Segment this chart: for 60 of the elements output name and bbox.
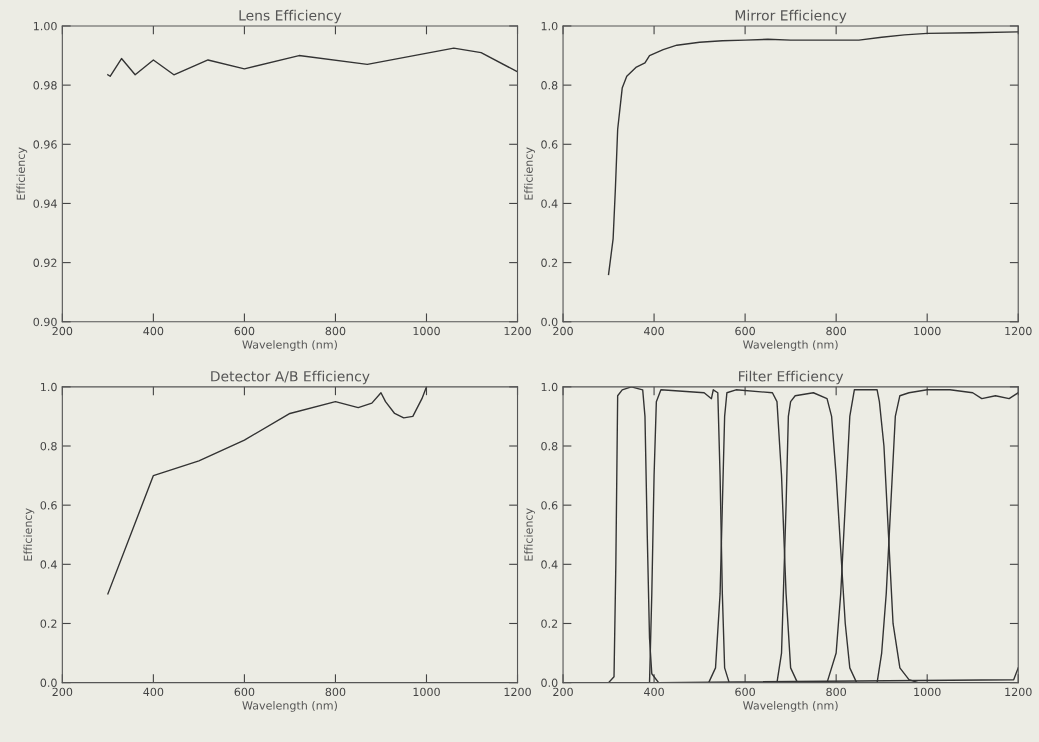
x-tick-label: 1200 (504, 687, 531, 697)
x-axis-title: Wavelength (nm) (743, 340, 838, 351)
y-tick-label: 0.8 (40, 441, 57, 451)
y-tick-label: 0.2 (541, 619, 558, 628)
x-tick-label: 400 (143, 326, 164, 336)
y-tick-label: 0.90 (33, 317, 57, 327)
y-tick-label: 0.4 (541, 560, 558, 569)
x-tick-label: 200 (553, 687, 573, 697)
y-tick-label: 0.6 (40, 501, 57, 510)
x-tick-label: 200 (52, 687, 73, 697)
y-tick-label: 0.6 (541, 140, 558, 149)
y-tick-label: 1.0 (541, 21, 558, 31)
x-tick-label: 600 (735, 687, 755, 697)
x-tick-label: 600 (234, 326, 255, 336)
chart-title: Mirror Efficiency (735, 9, 847, 24)
x-tick-label: 1000 (914, 326, 941, 336)
y-tick-label: 0.96 (33, 140, 57, 149)
y-tick-label: 1.00 (33, 21, 57, 31)
y-tick-label: 0.2 (541, 258, 558, 267)
x-tick-label: 600 (735, 326, 755, 336)
chart-title: Lens Efficiency (239, 9, 342, 24)
x-tick-label: 1200 (1005, 687, 1032, 697)
y-tick-label: 0.4 (541, 199, 558, 208)
x-axis-title: Wavelength (nm) (743, 701, 838, 712)
y-tick-label: 0.4 (40, 560, 57, 569)
x-tick-label: 1000 (413, 326, 440, 336)
x-tick-label: 1200 (504, 326, 531, 336)
y-tick-label: 0.6 (541, 501, 558, 510)
y-tick-label: 0.98 (33, 81, 57, 90)
y-axis-title: Efficiency (16, 147, 28, 200)
x-tick-label: 400 (644, 326, 664, 336)
x-tick-label: 800 (826, 326, 847, 336)
y-tick-label: 0.0 (541, 317, 558, 327)
y-tick-label: 0.8 (541, 441, 558, 451)
x-tick-label: 800 (325, 687, 346, 697)
x-tick-label: 1000 (914, 687, 941, 697)
x-tick-label: 600 (234, 687, 255, 697)
x-tick-label: 200 (52, 326, 73, 336)
y-tick-label: 0.0 (541, 678, 558, 688)
y-tick-label: 1.0 (41, 382, 57, 392)
y-tick-label: 0.92 (33, 258, 57, 267)
x-tick-label: 400 (143, 687, 164, 697)
x-tick-label: 200 (553, 326, 573, 336)
y-axis-title: Efficiency (23, 508, 35, 561)
x-axis-title: Wavelength (nm) (242, 340, 337, 351)
y-tick-label: 0.94 (33, 199, 57, 208)
x-axis-title: Wavelength (nm) (242, 701, 337, 712)
y-axis-title: Efficiency (524, 508, 535, 561)
chart-title: Detector A/B Efficiency (211, 370, 370, 385)
x-tick-label: 1200 (1005, 326, 1032, 336)
y-tick-label: 0.0 (40, 678, 57, 688)
y-axis-title: Efficiency (524, 147, 535, 200)
x-tick-label: 1000 (413, 687, 440, 697)
x-tick-label: 400 (644, 687, 664, 697)
chart-title: Filter Efficiency (739, 370, 844, 385)
x-tick-label: 800 (325, 326, 346, 336)
y-tick-label: 0.8 (541, 81, 558, 90)
y-tick-label: 0.2 (40, 619, 57, 628)
y-tick-label: 1.0 (541, 382, 558, 392)
x-tick-label: 800 (826, 687, 847, 697)
